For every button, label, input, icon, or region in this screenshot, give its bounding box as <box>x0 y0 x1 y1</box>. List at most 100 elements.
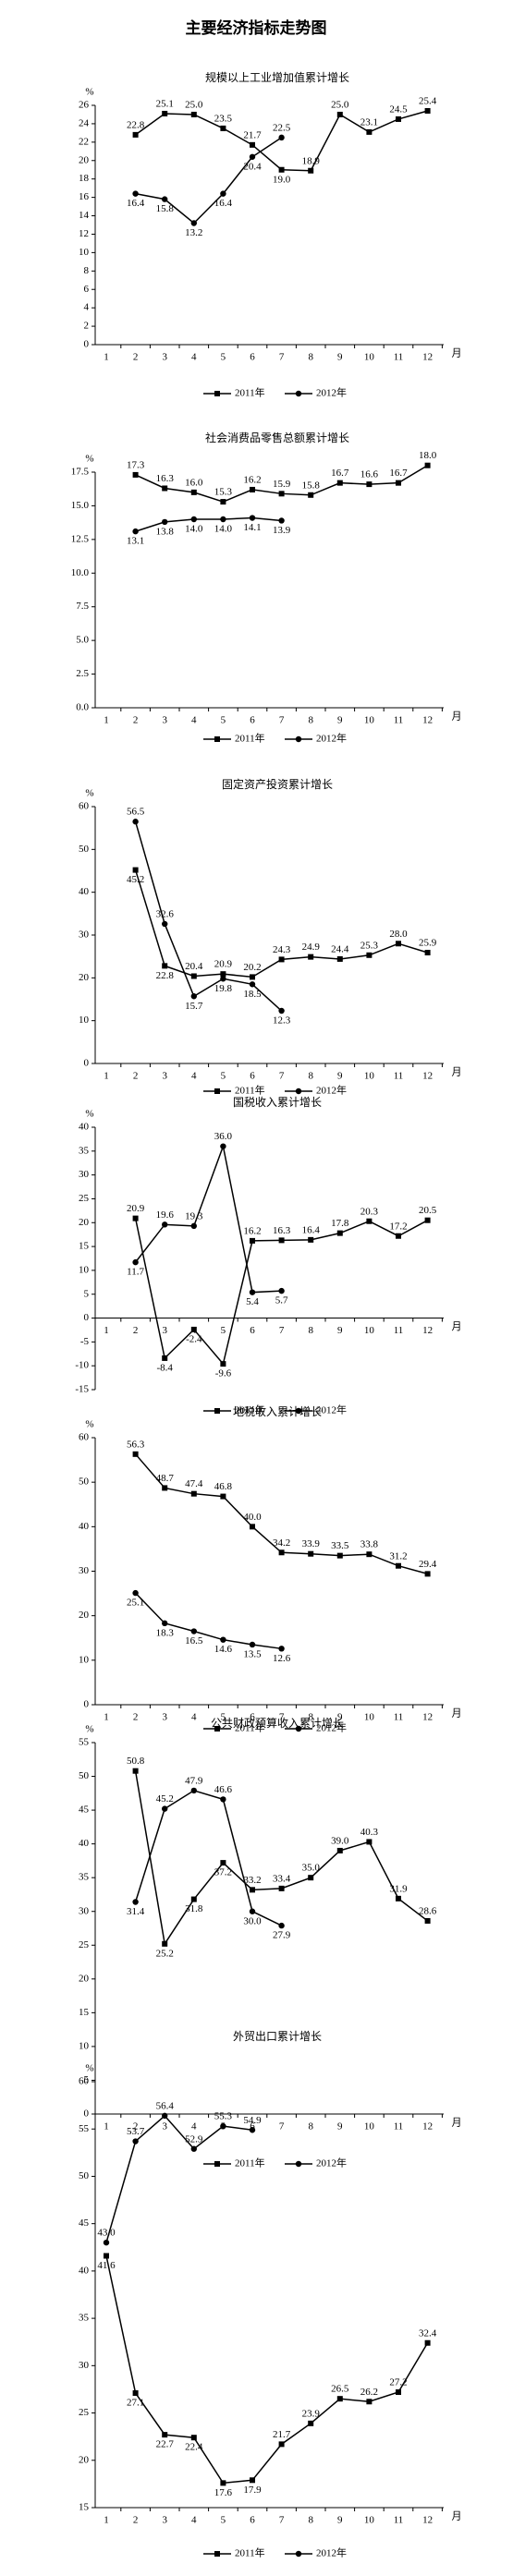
y-tick-label: 25 <box>79 1939 90 1950</box>
x-tick-label: 6 <box>250 2121 255 2132</box>
data-label: 21.7 <box>273 2429 291 2440</box>
legend-marker <box>214 1726 220 1732</box>
data-label: 28.6 <box>419 1905 437 1916</box>
data-label: 16.7 <box>389 468 408 479</box>
data-point <box>250 974 255 980</box>
data-point <box>396 2389 401 2396</box>
y-tick-label: 5 <box>84 2074 90 2085</box>
y-tick-label: 35 <box>79 1872 90 1883</box>
data-point <box>190 489 197 495</box>
data-label: 54.9 <box>243 2115 262 2126</box>
data-label: 17.2 <box>389 1221 407 1232</box>
x-tick-label: 4 <box>191 2121 197 2132</box>
data-label: 20.4 <box>243 161 262 172</box>
y-tick-label: 0 <box>84 339 90 350</box>
data-point <box>278 134 285 141</box>
data-label: 19.8 <box>214 983 233 994</box>
y-tick-label: 30 <box>79 2360 90 2371</box>
data-point <box>220 976 226 982</box>
data-point <box>132 2390 139 2397</box>
data-label: 39.0 <box>331 1835 349 1846</box>
data-point <box>366 952 373 958</box>
x-tick-label: 8 <box>308 352 313 363</box>
data-point <box>132 1451 139 1457</box>
y-tick-label: 16 <box>79 191 90 202</box>
data-point <box>162 1805 168 1812</box>
data-label: 47.4 <box>185 1478 203 1489</box>
legend-marker <box>295 735 302 743</box>
data-point <box>250 2477 255 2484</box>
data-label: 18.3 <box>156 1627 175 1638</box>
data-point <box>249 1641 256 1648</box>
y-tick-label: 26 <box>79 100 90 111</box>
legend-marker <box>295 2160 302 2168</box>
data-point <box>162 1620 168 1627</box>
series-line <box>134 1790 282 1926</box>
data-point <box>250 1237 255 1244</box>
data-point <box>249 153 256 160</box>
data-label: 16.3 <box>156 473 175 484</box>
data-point <box>190 111 197 117</box>
x-tick-label: 10 <box>364 715 375 726</box>
x-tick-label: 7 <box>279 1325 285 1336</box>
data-point <box>132 2138 139 2145</box>
y-tick-label: 10.0 <box>71 567 90 578</box>
x-tick-label: 7 <box>279 352 285 363</box>
y-tick-label: 20 <box>79 1217 90 1228</box>
data-label: 16.5 <box>185 1635 203 1646</box>
data-label: 14.0 <box>185 524 203 535</box>
data-point <box>132 1768 139 1774</box>
data-point <box>396 941 401 947</box>
y-tick-label: 20 <box>79 1610 90 1621</box>
legend-label: 2011年 <box>235 386 265 399</box>
series-line <box>135 110 428 172</box>
data-point <box>424 2339 431 2346</box>
x-tick-label: 9 <box>337 1071 343 1082</box>
data-label: 56.5 <box>127 807 145 818</box>
series-line <box>135 1453 428 1575</box>
y-axis-label: % <box>85 454 93 465</box>
x-tick-label: 1 <box>104 352 109 363</box>
data-label: 50.8 <box>127 1756 145 1767</box>
x-tick-label: 3 <box>162 2515 167 2526</box>
data-point <box>220 1796 226 1803</box>
data-point <box>250 1524 255 1530</box>
data-point <box>250 1887 255 1893</box>
data-label: 21.7 <box>243 129 262 140</box>
x-tick-label: 6 <box>250 1712 255 1723</box>
data-label: -8.4 <box>156 1362 173 1373</box>
data-point <box>162 1485 168 1491</box>
data-point <box>132 528 139 535</box>
data-label: 24.3 <box>273 944 291 955</box>
legend-label: 2011年 <box>235 2546 265 2559</box>
data-point <box>190 1326 197 1332</box>
data-point <box>220 2480 226 2486</box>
data-point <box>132 131 139 138</box>
x-tick-label: 5 <box>221 1712 226 1723</box>
x-tick-label: 3 <box>162 1325 167 1336</box>
series-line <box>135 1143 282 1294</box>
data-point <box>162 1355 168 1361</box>
y-tick-label: 30 <box>79 930 90 941</box>
y-tick-label: 22 <box>79 136 89 147</box>
x-axis-label: 月 <box>452 2511 462 2522</box>
data-label: 31.9 <box>389 1883 408 1894</box>
x-tick-label: 11 <box>394 1325 404 1336</box>
data-label: 25.0 <box>185 99 203 110</box>
data-label: 25.4 <box>419 96 437 107</box>
data-point <box>249 515 256 521</box>
y-tick-label: 40 <box>79 1521 90 1532</box>
y-axis-label: % <box>85 1724 93 1735</box>
data-point <box>336 111 343 117</box>
data-point <box>424 1217 431 1223</box>
legend-label: 2011年 <box>235 2157 265 2169</box>
data-label: 26.5 <box>331 2384 349 2395</box>
data-label: 22.4 <box>185 2442 203 2453</box>
data-point <box>396 115 401 122</box>
data-point <box>220 125 226 131</box>
x-axis-label: 月 <box>452 348 462 359</box>
data-point <box>162 518 168 526</box>
legend-label: 2012年 <box>316 1721 347 1734</box>
y-tick-label: 2.5 <box>76 668 89 679</box>
